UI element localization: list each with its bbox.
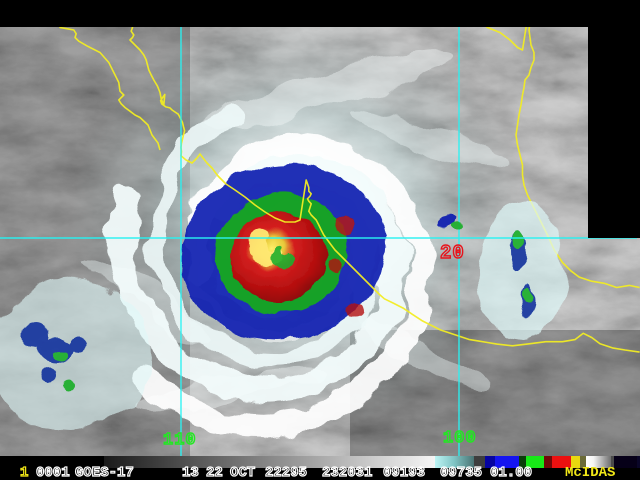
svg-text:20: 20 (440, 242, 465, 264)
svg-text:GOES-17: GOES-17 (75, 465, 134, 480)
svg-text:01.00: 01.00 (490, 465, 532, 480)
svg-text:1: 1 (20, 465, 28, 480)
svg-text:09193: 09193 (383, 465, 425, 480)
svg-text:100: 100 (443, 429, 477, 448)
svg-text:110: 110 (163, 431, 197, 450)
svg-text:22: 22 (206, 465, 223, 480)
svg-text:232031: 232031 (322, 465, 372, 480)
svg-text:22295: 22295 (265, 465, 307, 480)
svg-text:09735: 09735 (440, 465, 482, 480)
svg-text:13: 13 (182, 465, 199, 480)
svg-text:0001: 0001 (36, 465, 70, 480)
svg-text:McIDAS: McIDAS (565, 465, 615, 480)
svg-text:OCT: OCT (230, 465, 255, 480)
